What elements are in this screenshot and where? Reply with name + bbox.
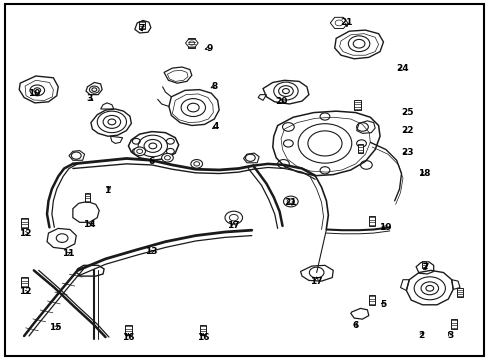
Text: 2: 2 [417,332,423,341]
Bar [139,21,145,29]
Polygon shape [330,17,347,28]
Text: 6: 6 [148,157,155,166]
Bar [354,100,360,111]
Circle shape [161,153,173,162]
Text: 24: 24 [396,64,408,73]
Text: 15: 15 [49,323,61,332]
Text: 11: 11 [61,249,74,258]
Text: 21: 21 [284,198,297,207]
Text: 9: 9 [206,44,212,53]
Text: 8: 8 [211,82,217,91]
Text: 6: 6 [352,321,358,330]
Bar [368,216,375,226]
Bar [421,261,426,268]
Text: 21: 21 [340,18,352,27]
Bar [357,144,363,153]
Text: 17: 17 [310,276,322,285]
Text: 19: 19 [378,223,390,232]
Text: 10: 10 [28,89,40,98]
Text: 7: 7 [422,264,428,273]
Circle shape [134,147,145,156]
Bar [20,218,27,228]
Bar [450,319,456,329]
Text: 13: 13 [144,247,157,256]
Circle shape [224,211,242,224]
Bar [456,288,462,297]
Circle shape [283,196,298,207]
Text: 23: 23 [401,148,413,157]
Bar [84,193,90,202]
Text: 3: 3 [87,94,93,103]
Bar [368,295,375,305]
Text: 7: 7 [138,24,144,33]
Text: 25: 25 [401,108,413,117]
Text: 17: 17 [227,221,240,230]
Text: 22: 22 [401,126,413,135]
Text: 1: 1 [103,186,110,195]
Text: 3: 3 [446,332,452,341]
Bar [200,325,206,335]
Bar [188,38,195,48]
Text: 4: 4 [213,122,219,131]
Text: 12: 12 [19,287,31,296]
Text: 12: 12 [19,229,31,238]
Bar [125,325,131,335]
Text: 14: 14 [83,220,96,229]
Text: 20: 20 [274,97,286,106]
Bar [20,277,27,287]
Text: 5: 5 [380,300,386,309]
Text: 16: 16 [196,333,209,342]
Circle shape [190,159,202,168]
Text: 16: 16 [122,333,134,342]
Polygon shape [185,39,198,47]
Text: 18: 18 [417,169,429,178]
